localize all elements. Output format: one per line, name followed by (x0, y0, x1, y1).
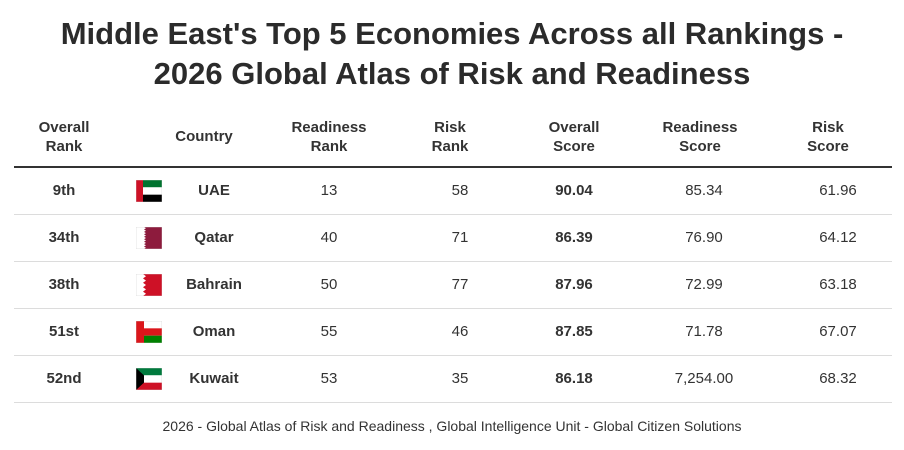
header-risk-rank-line1: Risk (434, 119, 466, 136)
header-overall-rank: Overall Rank (24, 118, 104, 156)
source-footer: 2026 - Global Atlas of Risk and Readines… (162, 418, 742, 434)
header-overall-score-line2: Score (553, 138, 595, 155)
header-risk-score-line2: Score (807, 138, 849, 155)
header-overall-score-line1: Overall (548, 119, 600, 136)
readiness-rank-cell: 50 (320, 276, 338, 293)
overall-score-cell: 87.85 (555, 323, 593, 340)
country-cell: Qatar (194, 229, 234, 246)
risk-score-cell: 64.12 (819, 229, 857, 246)
oman-flag-icon (136, 321, 162, 343)
risk-rank-cell: 58 (451, 182, 469, 199)
readiness-rank-cell: 40 (320, 229, 338, 246)
risk-score-cell: 68.32 (819, 370, 857, 387)
overall-rank-cell: 9th (52, 182, 76, 199)
table-row: 9th UAE 13 58 90.04 85.34 61.96 (14, 168, 892, 215)
overall-rank-cell: 51st (48, 323, 80, 340)
title-line-2: 2026 Global Atlas of Risk and Readiness (153, 56, 751, 91)
readiness-score-cell: 72.99 (685, 276, 723, 293)
uae-flag-icon (136, 180, 162, 202)
risk-rank-cell: 77 (451, 276, 469, 293)
overall-rank-cell: 52nd (46, 370, 82, 387)
readiness-score-cell: 76.90 (685, 229, 723, 246)
risk-rank-cell: 46 (451, 323, 469, 340)
table-row: 34th Qatar 40 71 86.39 76.90 64.12 (14, 215, 892, 262)
table-row: 52nd Kuwait 53 35 86.18 7,254.00 68.32 (14, 356, 892, 403)
country-cell: Kuwait (189, 370, 239, 387)
title-line-1: Middle East's Top 5 Economies Across all… (60, 16, 844, 51)
qatar-flag-icon (136, 227, 162, 249)
header-risk-score-line1: Risk (812, 119, 844, 136)
risk-score-cell: 67.07 (819, 323, 857, 340)
header-readiness-rank-line2: Rank (310, 138, 348, 155)
country-cell: UAE (198, 182, 230, 199)
header-overall-rank-line2: Rank (45, 138, 83, 155)
header-overall-score: Overall Score (524, 118, 624, 156)
rankings-table: Overall Rank Country Readiness Rank Risk… (14, 112, 892, 403)
table-header: Overall Rank Country Readiness Rank Risk… (14, 112, 892, 168)
risk-score-cell: 61.96 (819, 182, 857, 199)
overall-score-cell: 86.18 (555, 370, 593, 387)
overall-score-cell: 86.39 (555, 229, 593, 246)
readiness-rank-cell: 13 (320, 182, 338, 199)
header-overall-rank-line1: Overall (38, 119, 90, 136)
overall-score-cell: 90.04 (555, 182, 593, 199)
header-risk-score: Risk Score (788, 118, 868, 156)
header-readiness-rank-line1: Readiness (291, 119, 367, 136)
overall-rank-cell: 34th (48, 229, 80, 246)
kuwait-flag-icon (136, 368, 162, 390)
readiness-rank-cell: 55 (320, 323, 338, 340)
header-risk-rank-line2: Rank (431, 138, 469, 155)
header-readiness-rank: Readiness Rank (279, 118, 379, 156)
page-title: Middle East's Top 5 Economies Across all… (0, 14, 904, 94)
header-country: Country (175, 128, 233, 145)
header-readiness-score-line1: Readiness (662, 119, 738, 136)
bahrain-flag-icon (136, 274, 162, 296)
header-risk-rank: Risk Rank (410, 118, 490, 156)
header-readiness-score-line2: Score (679, 138, 721, 155)
table-row: 51st Oman 55 46 87.85 71.78 67.07 (14, 309, 892, 356)
readiness-score-cell: 85.34 (685, 182, 723, 199)
risk-rank-cell: 35 (451, 370, 469, 387)
header-readiness-score: Readiness Score (650, 118, 750, 156)
risk-score-cell: 63.18 (819, 276, 857, 293)
overall-rank-cell: 38th (48, 276, 80, 293)
readiness-score-cell: 71.78 (685, 323, 723, 340)
table-row: 38th Bahrain 50 77 87.96 72.99 63.18 (14, 262, 892, 309)
readiness-score-cell: 7,254.00 (674, 370, 734, 387)
risk-rank-cell: 71 (451, 229, 469, 246)
readiness-rank-cell: 53 (320, 370, 338, 387)
country-cell: Oman (192, 323, 236, 340)
country-cell: Bahrain (186, 276, 242, 293)
overall-score-cell: 87.96 (555, 276, 593, 293)
